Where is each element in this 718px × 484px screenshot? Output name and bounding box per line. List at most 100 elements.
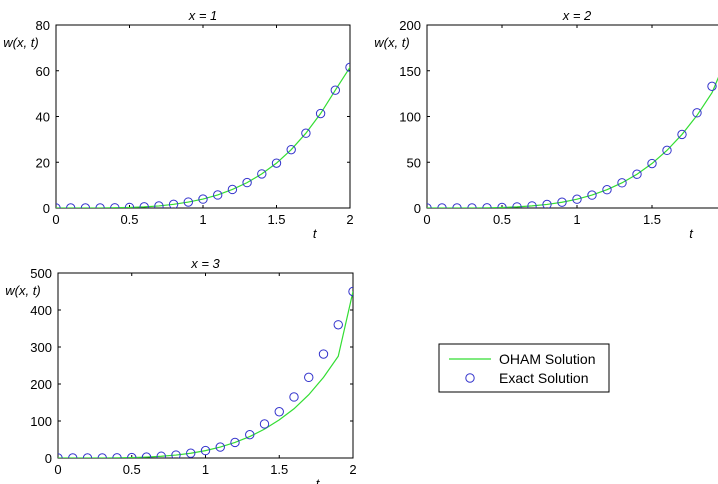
data-point-exact	[602, 185, 612, 195]
y-tick-label: 100	[399, 110, 421, 125]
data-point-exact	[230, 437, 240, 448]
plot-area	[58, 286, 353, 458]
x-tick-label: 0.5	[120, 212, 138, 227]
y-axis-label: w(x, t)	[374, 35, 409, 50]
data-point-exact	[82, 453, 93, 458]
y-tick-label: 60	[36, 64, 50, 79]
y-tick-label: 200	[30, 377, 52, 392]
legend-label: OHAM Solution	[499, 351, 595, 367]
legend-circle-swatch	[465, 373, 475, 383]
y-tick-label: 40	[36, 110, 50, 125]
x-tick-label: 2	[346, 212, 353, 227]
series-line-oham	[56, 66, 350, 208]
data-point-exact	[662, 145, 672, 156]
data-point-exact	[587, 190, 597, 200]
data-point-exact	[227, 184, 238, 195]
y-tick-label: 0	[45, 451, 52, 466]
data-point-exact	[345, 62, 350, 73]
plot-area	[427, 76, 718, 208]
data-point-exact	[127, 452, 137, 458]
chart-title: x = 2	[562, 8, 592, 23]
y-tick-label: 500	[30, 266, 52, 281]
data-point-exact	[289, 392, 299, 402]
x-axis-label: t	[316, 476, 321, 484]
data-point-exact	[97, 453, 107, 458]
legend-label: Exact Solution	[499, 370, 589, 386]
data-point-exact	[301, 128, 311, 138]
data-point-exact	[452, 203, 462, 208]
data-point-exact	[617, 178, 627, 188]
y-tick-label: 80	[36, 18, 50, 33]
data-point-exact	[139, 202, 149, 208]
data-point-exact	[186, 448, 196, 458]
data-point-exact	[68, 453, 78, 458]
y-tick-label: 20	[36, 155, 50, 170]
data-point-exact	[572, 194, 582, 204]
data-point-exact	[497, 202, 507, 208]
data-point-exact	[183, 197, 194, 207]
data-point-exact	[274, 407, 284, 417]
data-point-exact	[66, 203, 76, 208]
series-line-oham	[58, 291, 353, 458]
data-point-exact	[315, 108, 326, 119]
x-tick-label: 0.5	[123, 462, 141, 477]
x-tick-label: 0	[52, 212, 59, 227]
y-tick-label: 300	[30, 340, 52, 355]
data-point-exact	[171, 450, 181, 458]
chart-panel-2: 00.511.52050100150200x = 2w(x, t)t	[374, 8, 718, 241]
legend-box	[438, 343, 610, 393]
data-point-exact	[333, 320, 343, 330]
data-point-exact	[677, 129, 687, 140]
data-point-exact	[168, 199, 179, 208]
data-point-exact	[557, 197, 567, 207]
data-point-exact	[304, 372, 314, 383]
x-tick-label: 0.5	[493, 212, 511, 227]
chart-title: x = 3	[190, 256, 220, 271]
chart-title: x = 1	[188, 8, 218, 23]
data-point-exact	[124, 202, 135, 208]
data-point-exact	[242, 177, 252, 188]
y-tick-label: 0	[414, 201, 421, 216]
x-tick-label: 1	[202, 462, 209, 477]
data-point-exact	[632, 169, 642, 179]
data-point-exact	[318, 349, 329, 359]
x-tick-label: 2	[349, 462, 356, 477]
y-tick-label: 150	[399, 64, 421, 79]
data-point-exact	[154, 201, 164, 208]
x-tick-label: 1.5	[643, 212, 661, 227]
y-tick-label: 400	[30, 303, 52, 318]
x-axis-label: t	[313, 226, 318, 241]
data-point-exact	[200, 445, 211, 456]
y-axis-label: w(x, t)	[3, 35, 38, 50]
data-point-exact	[245, 429, 255, 440]
data-point-exact	[527, 201, 537, 208]
data-point-exact	[141, 452, 152, 458]
data-point-exact	[58, 453, 63, 458]
x-axis-label: t	[689, 226, 694, 241]
y-tick-label: 100	[30, 414, 52, 429]
legend: OHAM Solution Exact Solution	[438, 343, 610, 393]
x-tick-label: 1	[199, 212, 206, 227]
x-tick-label: 1.5	[267, 212, 285, 227]
data-point-exact	[112, 453, 122, 458]
data-point-exact	[542, 199, 552, 208]
data-point-exact	[110, 203, 120, 208]
y-axis-label: w(x, t)	[5, 283, 40, 298]
data-point-exact	[80, 203, 91, 208]
plot-frame	[55, 24, 351, 209]
data-point-exact	[482, 203, 492, 208]
x-tick-label: 1.5	[270, 462, 288, 477]
data-point-exact	[198, 194, 208, 204]
data-point-exact	[215, 442, 225, 452]
data-point-exact	[467, 203, 477, 208]
data-point-exact	[348, 286, 353, 297]
data-point-exact	[647, 158, 657, 169]
y-tick-label: 50	[407, 155, 421, 170]
data-point-exact	[286, 144, 296, 155]
plot-area	[56, 62, 350, 208]
data-point-exact	[257, 169, 267, 179]
data-point-exact	[692, 108, 702, 118]
plot-frame	[57, 272, 354, 459]
plot-frame	[426, 24, 718, 209]
x-tick-label: 1	[573, 212, 580, 227]
